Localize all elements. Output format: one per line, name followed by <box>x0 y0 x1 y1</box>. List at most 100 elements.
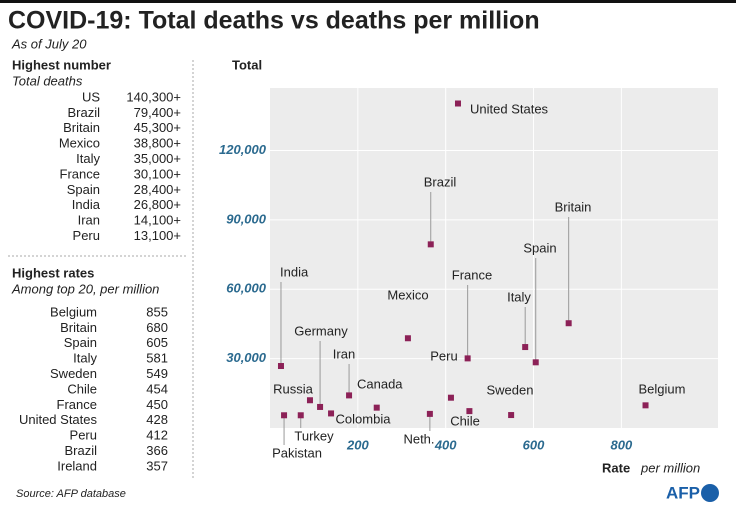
point <box>297 412 304 419</box>
point-label: United States <box>470 101 549 116</box>
table-title: Highest number <box>12 57 111 72</box>
table-value: 366 <box>146 443 168 458</box>
chart-subtitle: As of July 20 <box>11 36 87 51</box>
point-label: Pakistan <box>272 445 322 460</box>
point-label: Spain <box>523 240 556 255</box>
point-label: Peru <box>430 348 457 363</box>
table-value: 428 <box>146 412 168 427</box>
point <box>404 335 411 342</box>
table-country: France <box>60 166 100 181</box>
logo-dot <box>701 484 719 502</box>
table-country: Chile <box>67 381 97 396</box>
point-label: Belgium <box>639 381 686 396</box>
x-tick-label: 400 <box>434 437 457 452</box>
y-tick-label: 120,000 <box>219 142 267 157</box>
plot-area <box>270 88 718 428</box>
table-value: 605 <box>146 335 168 350</box>
table-value: 140,300+ <box>126 89 181 104</box>
table-value: 30,100+ <box>134 166 181 181</box>
table-country: Italy <box>73 351 97 366</box>
table-country: Sweden <box>50 366 97 381</box>
x-axis-label: Rate <box>602 460 630 475</box>
table-value: 28,400+ <box>134 182 181 197</box>
table-value: 855 <box>146 304 168 319</box>
table-value: 680 <box>146 320 168 335</box>
y-tick-label: 90,000 <box>226 211 267 226</box>
point <box>306 397 313 404</box>
point-label: France <box>452 267 492 282</box>
point-label: Canada <box>357 376 403 391</box>
point <box>346 392 353 399</box>
point <box>427 241 434 248</box>
table-country: Spain <box>64 335 97 350</box>
table-value: 14,100+ <box>134 213 181 228</box>
table-country: India <box>72 197 101 212</box>
table-country: Brazil <box>67 105 100 120</box>
point <box>565 320 572 327</box>
table-title: Highest rates <box>12 265 94 280</box>
table-subtitle: Total deaths <box>12 73 83 88</box>
table-country: Belgium <box>50 304 97 319</box>
point-label: Mexico <box>387 287 428 302</box>
point <box>447 394 454 401</box>
point-label: Chile <box>450 413 480 428</box>
table-value: 357 <box>146 458 168 473</box>
table-value: 26,800+ <box>134 197 181 212</box>
table-value: 450 <box>146 397 168 412</box>
point-label: Iran <box>333 346 355 361</box>
table-value: 38,800+ <box>134 136 181 151</box>
table-value: 581 <box>146 351 168 366</box>
point-label: Italy <box>507 289 531 304</box>
point <box>522 344 529 351</box>
point <box>317 403 324 410</box>
top-rule <box>0 0 736 3</box>
table-country: Italy <box>76 151 100 166</box>
table-country: Peru <box>70 428 97 443</box>
table-country: Britain <box>63 120 100 135</box>
table-country: Spain <box>67 182 100 197</box>
point-label: Germany <box>294 323 348 338</box>
table-country: Iran <box>78 213 100 228</box>
point <box>508 412 515 419</box>
x-tick-label: 200 <box>346 437 369 452</box>
y-tick-label: 30,000 <box>226 350 267 365</box>
point <box>426 410 433 417</box>
table-country: France <box>57 397 97 412</box>
source: Source: AFP database <box>16 488 126 500</box>
table-value: 13,100+ <box>134 228 181 243</box>
table-value: 45,300+ <box>134 120 181 135</box>
table-value: 79,400+ <box>134 105 181 120</box>
y-tick-label: 60,000 <box>226 281 267 296</box>
y-axis-label: Total <box>232 57 262 72</box>
point-label: Russia <box>273 381 314 396</box>
point-label: Brazil <box>424 174 457 189</box>
table-country: Brazil <box>64 443 97 458</box>
point-label: Turkey <box>294 428 334 443</box>
point <box>642 402 649 409</box>
logo: AFP <box>666 483 700 502</box>
point-label: India <box>280 264 309 279</box>
point <box>454 100 461 107</box>
point-label: Sweden <box>487 382 534 397</box>
table-country: United States <box>19 412 98 427</box>
point-label: Colombia <box>336 411 392 426</box>
table-value: 412 <box>146 428 168 443</box>
point-label: Britain <box>555 199 592 214</box>
table-country: Ireland <box>57 458 97 473</box>
point <box>328 410 335 417</box>
table-country: Britain <box>60 320 97 335</box>
chart-title: COVID-19: Total deaths vs deaths per mil… <box>8 7 540 35</box>
x-tick-label: 800 <box>611 437 633 452</box>
table-value: 454 <box>146 381 168 396</box>
point <box>373 404 380 411</box>
point <box>466 408 473 415</box>
table-value: 35,000+ <box>134 151 181 166</box>
table-subtitle: Among top 20, per million <box>11 281 159 296</box>
x-tick-label: 600 <box>523 437 545 452</box>
table-country: Peru <box>73 228 100 243</box>
point <box>532 359 539 366</box>
point <box>281 412 288 419</box>
x-axis-unit: per million <box>640 460 700 475</box>
table-value: 549 <box>146 366 168 381</box>
